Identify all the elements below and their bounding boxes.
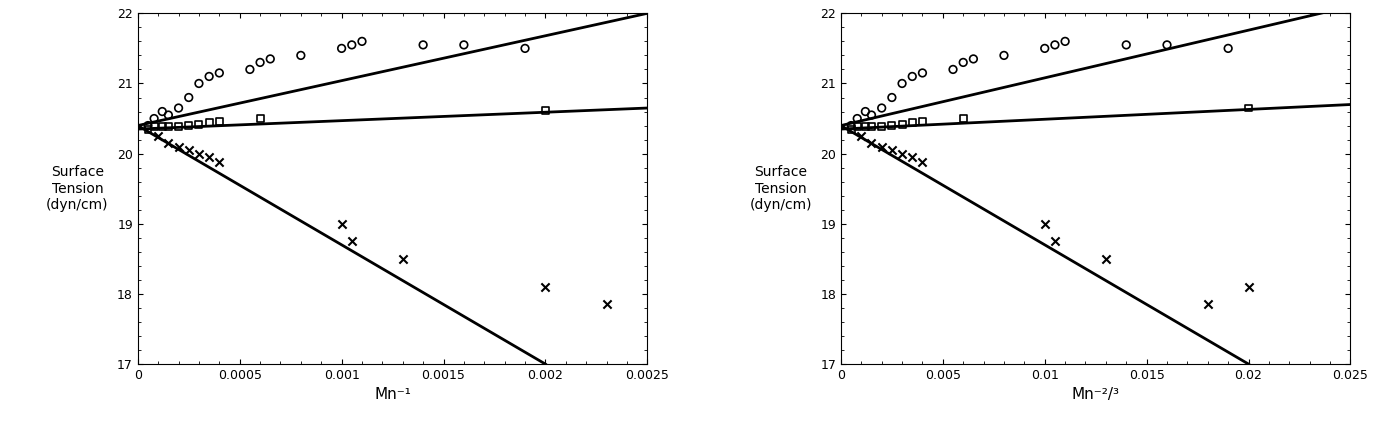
Point — [841, 126, 863, 133]
Point — [157, 123, 179, 131]
Point — [208, 118, 230, 125]
Point — [892, 80, 914, 87]
Point — [208, 159, 230, 166]
Point — [881, 147, 903, 154]
Point — [535, 283, 557, 290]
Y-axis label: Surface
Tension
(dyn/cm): Surface Tension (dyn/cm) — [750, 166, 812, 212]
Point — [289, 52, 311, 59]
Point — [157, 139, 179, 147]
Point — [911, 118, 933, 125]
Point — [249, 115, 271, 122]
Point — [168, 104, 190, 111]
Point — [331, 45, 353, 52]
Point — [152, 123, 174, 131]
Point — [187, 80, 209, 87]
Point — [871, 123, 893, 131]
Point — [453, 41, 475, 48]
Point — [1045, 41, 1067, 48]
Point — [178, 94, 200, 101]
Point — [962, 56, 984, 63]
Point — [1034, 45, 1056, 52]
Point — [187, 150, 209, 157]
Point — [841, 122, 863, 129]
Point — [901, 119, 923, 126]
Point — [168, 123, 190, 131]
Point — [911, 69, 933, 76]
Point — [854, 123, 876, 131]
Point — [1196, 301, 1218, 308]
Point — [1115, 41, 1137, 48]
Point — [249, 59, 271, 66]
Point — [901, 73, 923, 80]
Point — [331, 220, 353, 227]
Point — [860, 139, 882, 147]
Point — [881, 122, 903, 129]
Point — [391, 255, 413, 262]
Point — [198, 73, 220, 80]
Point — [187, 121, 209, 128]
Point — [259, 56, 281, 63]
Point — [1237, 283, 1259, 290]
Point — [850, 132, 872, 139]
Point — [892, 150, 914, 157]
Point — [208, 69, 230, 76]
Point — [952, 59, 974, 66]
Point — [595, 301, 617, 308]
Point — [846, 123, 868, 131]
Point — [1156, 41, 1178, 48]
Point — [178, 147, 200, 154]
X-axis label: Mn⁻²/³: Mn⁻²/³ — [1072, 388, 1120, 403]
Point — [340, 238, 362, 245]
Point — [994, 52, 1016, 59]
Point — [143, 123, 165, 131]
Point — [846, 115, 868, 122]
Point — [238, 66, 260, 73]
Point — [854, 108, 876, 115]
Point — [147, 132, 169, 139]
Point — [178, 122, 200, 129]
Point — [860, 111, 882, 119]
Point — [901, 154, 923, 161]
Point — [1054, 38, 1076, 45]
X-axis label: Mn⁻¹: Mn⁻¹ — [373, 388, 411, 403]
Point — [871, 143, 893, 150]
Point — [892, 121, 914, 128]
Point — [943, 66, 965, 73]
Point — [198, 119, 220, 126]
Point — [911, 159, 933, 166]
Point — [1096, 255, 1118, 262]
Point — [136, 122, 158, 129]
Point — [412, 41, 434, 48]
Point — [143, 115, 165, 122]
Point — [860, 123, 882, 131]
Point — [871, 104, 893, 111]
Point — [1237, 104, 1259, 111]
Point — [168, 143, 190, 150]
Point — [198, 154, 220, 161]
Point — [1034, 220, 1056, 227]
Point — [535, 107, 557, 114]
Point — [340, 41, 362, 48]
Point — [157, 111, 179, 119]
Y-axis label: Surface
Tension
(dyn/cm): Surface Tension (dyn/cm) — [47, 166, 109, 212]
Point — [952, 115, 974, 122]
Point — [136, 126, 158, 133]
Point — [152, 108, 174, 115]
Point — [881, 94, 903, 101]
Point — [1045, 238, 1067, 245]
Point — [1217, 45, 1239, 52]
Point — [514, 45, 536, 52]
Point — [351, 38, 373, 45]
